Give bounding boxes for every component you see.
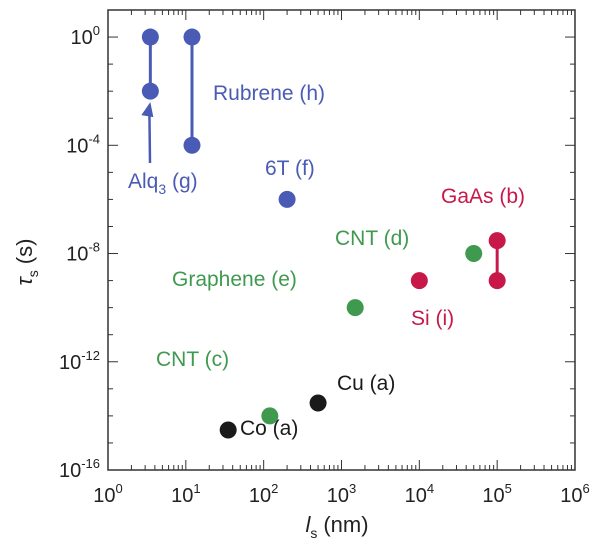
point-label-text: Graphene (e) <box>172 268 297 291</box>
point-label: CNT (c) <box>156 348 229 371</box>
x-axis-title: ls (nm) <box>305 512 368 541</box>
point-label: Rubrene (h) <box>213 82 325 105</box>
y-tick-label-exp: -16 <box>81 456 100 471</box>
x-tick-label-exp: 4 <box>427 481 434 496</box>
y-tick-label: 10-4 <box>66 131 100 157</box>
x-tick-label: 104 <box>405 481 434 507</box>
x-tick-label-base: 10 <box>93 485 115 507</box>
data-point <box>346 299 364 317</box>
data-point <box>219 421 237 439</box>
data-point <box>183 28 201 46</box>
x-tick-label: 101 <box>171 481 200 507</box>
x-axis-title-sub: s <box>310 525 317 541</box>
x-tick-label: 106 <box>560 481 589 507</box>
data-point <box>278 190 296 208</box>
y-tick-label-base: 10 <box>59 352 81 374</box>
point-label: 6T (f) <box>265 157 315 180</box>
y-axis-title-sub: s <box>25 270 41 277</box>
data-point <box>488 232 506 250</box>
x-tick-label-base: 10 <box>171 485 193 507</box>
point-label-sub: 3 <box>158 181 166 197</box>
point-label-text: CNT (c) <box>156 348 229 371</box>
point-label: Alq3 (g) <box>128 170 198 197</box>
point-label: Cu (a) <box>337 372 395 395</box>
x-axis-title-main: l <box>305 512 311 537</box>
y-tick-label: 100 <box>71 23 100 49</box>
point-label-text: 6T (f) <box>265 157 315 180</box>
x-tick-label-exp: 3 <box>349 481 356 496</box>
point-label-text: Si (i) <box>411 307 454 330</box>
series-points <box>141 28 506 439</box>
x-tick-label-exp: 0 <box>116 481 123 496</box>
x-axis-title-unit: (nm) <box>323 512 368 537</box>
x-tick-labels: 100 101 102 103 104 105 106 <box>93 481 589 507</box>
point-label-text: Rubrene (h) <box>213 82 325 105</box>
y-tick-label-base: 10 <box>59 460 81 482</box>
y-tick-label-exp: -4 <box>88 131 100 146</box>
x-tick-label-exp: 2 <box>271 481 278 496</box>
point-label: CNT (d) <box>335 227 409 250</box>
y-tick-label: 10-8 <box>66 240 100 266</box>
x-tick-label-exp: 1 <box>193 481 200 496</box>
data-point <box>410 272 428 290</box>
annotations: Rubrene (h) Alq3 (g) 6T (f) CNT (d) Graphene… <box>128 82 525 440</box>
data-point <box>465 245 483 263</box>
data-point <box>488 272 506 290</box>
x-tick-label: 103 <box>327 481 356 507</box>
data-point <box>183 136 201 154</box>
point-label-text: GaAs (b) <box>441 185 525 208</box>
data-point <box>141 82 159 100</box>
point-label-text: Co (a) <box>240 417 298 440</box>
point-label: Si (i) <box>411 307 454 330</box>
y-axis-title-main: τ <box>12 275 37 285</box>
data-point <box>309 394 327 412</box>
y-tick-label: 10-16 <box>59 456 100 482</box>
y-axis-title-unit: (s) <box>12 239 37 265</box>
x-tick-label: 100 <box>93 481 122 507</box>
point-label-tail: (g) <box>166 170 198 193</box>
data-point <box>261 407 279 425</box>
y-tick-label-exp: 0 <box>93 23 100 38</box>
x-tick-label-exp: 5 <box>505 481 512 496</box>
y-tick-label-base: 10 <box>66 135 88 157</box>
y-tick-label: 10-12 <box>59 348 100 374</box>
axis-ticks <box>107 9 575 471</box>
y-axis-title: τs (s) <box>12 239 41 286</box>
point-label-text: Cu (a) <box>337 372 395 395</box>
x-tick-label: 102 <box>249 481 278 507</box>
x-tick-label-base: 10 <box>405 485 427 507</box>
x-tick-label-exp: 6 <box>583 481 590 496</box>
y-tick-label-exp: -8 <box>88 240 100 255</box>
point-label: Co (a) <box>240 417 298 440</box>
point-label: GaAs (b) <box>441 185 525 208</box>
point-label: Graphene (e) <box>172 268 297 291</box>
y-tick-label-base: 10 <box>66 244 88 266</box>
point-label-text: CNT (d) <box>335 227 409 250</box>
x-tick-label-base: 10 <box>482 485 504 507</box>
point-label-text: Alq <box>128 170 158 193</box>
y-tick-label-base: 10 <box>71 27 93 49</box>
x-tick-label-base: 10 <box>560 485 582 507</box>
y-tick-label-exp: -12 <box>81 348 100 363</box>
x-tick-label-base: 10 <box>327 485 349 507</box>
x-tick-label-base: 10 <box>249 485 271 507</box>
data-point <box>141 28 159 46</box>
x-tick-label: 105 <box>482 481 511 507</box>
annotation-arrowhead <box>141 102 154 118</box>
series-lines <box>148 37 499 281</box>
